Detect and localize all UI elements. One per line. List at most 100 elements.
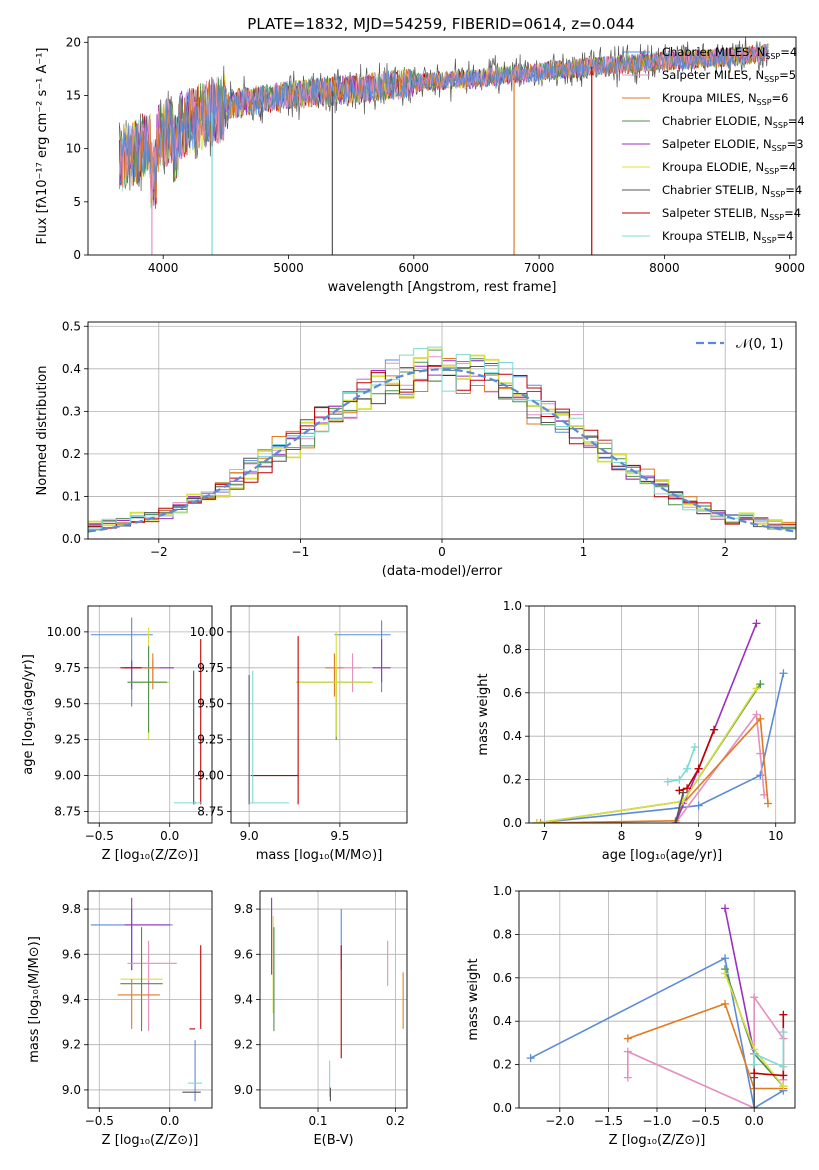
weight-marker: [756, 680, 765, 689]
y-tick-label: 0.2: [493, 1058, 512, 1072]
legend-label-main: Salpeter MILES, N: [662, 68, 764, 82]
x-axis-label: Z [log₁₀(Z/Z⊙)]: [102, 1133, 199, 1148]
weight-marker: [623, 1047, 632, 1056]
weight-line: [667, 746, 696, 783]
y-tick-label: 0.1: [62, 489, 81, 503]
x-tick-label: 6000: [399, 261, 430, 275]
legend-label: 𝒩(0, 1): [736, 337, 783, 352]
weight-marker: [750, 993, 759, 1002]
x-tick-label: 5000: [273, 261, 304, 275]
x-tick-label: 9: [695, 829, 703, 843]
x-axis-label: wavelength [Angstrom, rest frame]: [328, 280, 557, 295]
y-tick-label: 0.6: [503, 686, 522, 700]
y-tick-label: 9.8: [62, 902, 81, 916]
y-tick-label: 10: [66, 142, 81, 156]
weight-marker: [779, 1071, 788, 1080]
y-tick-label: 0.4: [493, 1014, 512, 1028]
axes-frame: [259, 890, 408, 1109]
axes-frame: [230, 605, 408, 824]
weight-line: [536, 688, 758, 823]
normal-curve: [88, 368, 794, 533]
legend-label-sub: SSP: [773, 121, 788, 130]
axes-frame: [87, 321, 797, 540]
weight-marker: [683, 764, 692, 773]
axes-frame: [87, 890, 213, 1109]
y-axis-label: Flux [fλ10⁻¹⁷ erg cm⁻² s⁻¹ A⁻¹]: [35, 48, 50, 245]
weight-marker: [721, 954, 730, 963]
legend-label-sub: SSP: [764, 75, 779, 84]
legend-label: Salpeter ELODIE, NSSP=3: [662, 137, 804, 153]
legend-label-count: =5: [779, 68, 796, 82]
weight-marker: [623, 1034, 632, 1043]
weight-vs-Z-panel: −2.0 −1.5 −1.0 −0.5 0.0 0.0 0.2 0.4 0.6 0.8 1.0 Z […: [466, 884, 796, 1148]
legend-label-count: =4: [777, 229, 794, 243]
histogram-step: [88, 346, 796, 530]
weight-line: [530, 957, 784, 1108]
weight-marker: [750, 1049, 759, 1058]
weight-line: [627, 1002, 784, 1090]
y-tick-label: 0.5: [62, 319, 81, 333]
weight-marker: [721, 904, 730, 913]
legend-label-count: =4: [780, 45, 797, 59]
weight-marker: [779, 669, 788, 678]
y-axis-label: mass [log₁₀(M/M⊙)]: [27, 936, 42, 1063]
weight-marker: [779, 1028, 788, 1037]
x-tick-label: 7000: [524, 261, 555, 275]
legend-label-sub: SSP: [772, 144, 787, 153]
legend-label-count: =4: [785, 183, 802, 197]
weight-line: [724, 908, 755, 1054]
legend-label: Kroupa MILES, NSSP=6: [662, 91, 788, 107]
weight-line: [679, 729, 715, 792]
plot-area: [88, 346, 796, 533]
y-tick-label: 9.00: [197, 769, 224, 783]
weight-line: [753, 1014, 785, 1077]
y-tick-label: 9.4: [62, 993, 81, 1007]
y-tick-label: 0.2: [503, 773, 522, 787]
y-axis-label: mass weight: [466, 958, 481, 1040]
x-tick-label: 2: [721, 545, 729, 559]
axes-frame: [518, 890, 796, 1109]
weight-marker: [779, 1010, 788, 1019]
weight-marker: [779, 1082, 788, 1091]
y-tick-label: 9.2: [234, 1038, 253, 1052]
x-tick-label: −1.5: [594, 1114, 623, 1128]
plot-area: [248, 620, 391, 805]
y-axis-label: mass weight: [476, 673, 491, 755]
legend-label-main: Kroupa ELODIE, N: [662, 160, 764, 174]
spectrum-line: [118, 44, 769, 185]
x-axis-label: Z [log₁₀(Z/Z⊙)]: [609, 1133, 706, 1148]
y-tick-label: 10.00: [47, 625, 81, 639]
plot-area: [271, 897, 404, 1102]
plot-area: [118, 37, 769, 255]
weight-marker: [756, 714, 765, 723]
weight-marker: [532, 819, 541, 823]
weight-line: [536, 673, 785, 823]
x-tick-label: −0.5: [85, 1114, 114, 1128]
legend-label-sub: SSP: [757, 98, 772, 107]
x-tick-label: 10: [768, 829, 783, 843]
x-tick-label: 0.1: [308, 1114, 327, 1128]
y-tick-label: 0.4: [62, 362, 81, 376]
y-tick-label: 10.00: [190, 625, 224, 639]
weight-marker: [694, 801, 703, 810]
legend-label-count: =3: [787, 137, 804, 151]
y-tick-label: 5: [73, 195, 81, 209]
mass-vs-ebv-panel: 0.1 0.2 9.0 9.2 9.4 9.6 9.8 E(B-V): [234, 890, 408, 1148]
legend-label-sub: SSP: [764, 167, 779, 176]
legend-label-count: =6: [772, 91, 789, 105]
weight-marker: [671, 819, 680, 823]
weight-marker: [750, 1069, 759, 1078]
weight-marker: [536, 819, 545, 823]
weight-marker: [721, 999, 730, 1008]
figure-title: PLATE=1832, MJD=54259, FIBERID=0614, z=0…: [247, 15, 634, 33]
x-tick-label: 7: [541, 829, 549, 843]
x-tick-label: −2.0: [545, 1114, 574, 1128]
y-tick-label: 0.0: [62, 532, 81, 546]
x-tick-label: −0.5: [85, 829, 114, 843]
y-tick-label: 9.75: [197, 661, 224, 675]
x-tick-label: −2: [150, 545, 168, 559]
plot-area: [90, 897, 203, 1102]
weight-marker: [675, 786, 684, 795]
y-tick-label: 9.4: [234, 993, 253, 1007]
